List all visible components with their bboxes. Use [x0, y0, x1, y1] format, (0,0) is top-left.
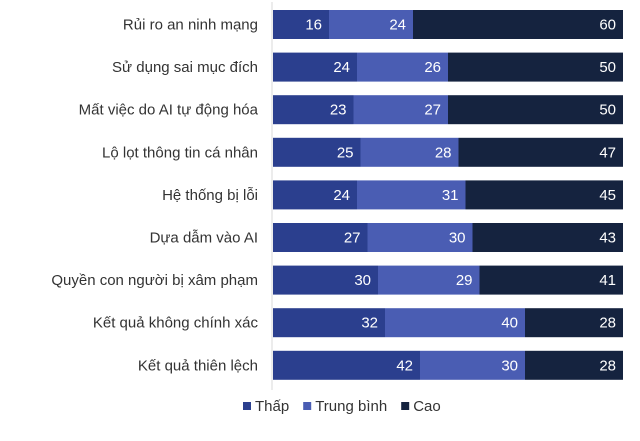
- data-label: 28: [435, 144, 452, 161]
- data-label: 47: [599, 144, 616, 161]
- bar-segment-Cao: [525, 350, 623, 380]
- bar-segment-Cao: [458, 137, 623, 167]
- bar-segment-Cao: [525, 308, 623, 338]
- bar-segment-Cao: [465, 180, 623, 210]
- bar-segment-Thấp: [273, 223, 368, 252]
- bar-segment-Trung bình: [367, 223, 473, 252]
- data-label: 16: [305, 17, 322, 34]
- category-label: Kết quả không chính xác: [93, 315, 259, 332]
- bar-segment-Cao: [413, 10, 623, 39]
- data-label: 31: [442, 187, 459, 204]
- bar-segment-Cao: [448, 52, 623, 82]
- data-label: 23: [330, 102, 347, 119]
- bar-segment-Trung bình: [385, 308, 525, 338]
- category-label: Hệ thống bị lỗi: [162, 187, 258, 204]
- category-label: Lộ lọt thông tin cá nhân: [102, 144, 258, 161]
- bar-segment-Trung bình: [353, 95, 448, 125]
- category-label: Sử dụng sai mục đích: [112, 59, 258, 76]
- bar-segment-Thấp: [273, 180, 357, 210]
- data-label: 30: [501, 357, 518, 374]
- bar-segment-Trung bình: [329, 10, 413, 39]
- data-label: 24: [333, 59, 350, 76]
- data-label: 40: [501, 315, 518, 332]
- bar-segment-Cao: [479, 265, 623, 295]
- data-label: 27: [344, 230, 361, 247]
- legend-swatch: [243, 402, 251, 410]
- category-label: Quyền con người bị xâm phạm: [51, 272, 258, 289]
- data-label: 25: [337, 144, 354, 161]
- legend-label: Trung bình: [315, 398, 387, 415]
- bar-segment-Cao: [448, 95, 623, 125]
- bar-segment-Trung bình: [357, 180, 466, 210]
- legend-label: Cao: [413, 398, 441, 415]
- data-label: 45: [599, 187, 616, 204]
- data-label: 29: [456, 272, 473, 289]
- category-label: Rủi ro an ninh mạng: [123, 17, 258, 34]
- bar-segment-Thấp: [273, 10, 329, 39]
- legend-swatch: [303, 402, 312, 410]
- data-label: 50: [599, 59, 616, 76]
- data-label: 32: [361, 315, 378, 332]
- bar-segment-Trung bình: [360, 137, 459, 167]
- bar-segment-Trung bình: [420, 350, 525, 380]
- legend-label: Thấp: [255, 398, 289, 415]
- bar-segment-Trung bình: [357, 52, 448, 82]
- category-label: Mất việc do AI tự động hóa: [79, 102, 259, 119]
- data-label: 42: [396, 357, 413, 374]
- data-label: 60: [599, 17, 616, 34]
- category-label: Dựa dẫm vào AI: [150, 230, 258, 247]
- data-label: 50: [599, 102, 616, 119]
- bar-segment-Thấp: [273, 350, 420, 380]
- bar-segment-Thấp: [273, 95, 354, 125]
- data-label: 30: [449, 230, 466, 247]
- bar-segment-Thấp: [273, 265, 378, 295]
- bar-segment-Trung bình: [378, 265, 480, 295]
- bar-segment-Cao: [472, 223, 623, 252]
- data-label: 28: [599, 357, 616, 374]
- bar-segment-Thấp: [273, 52, 357, 82]
- data-label: 28: [599, 315, 616, 332]
- data-label: 24: [333, 187, 350, 204]
- data-label: 26: [424, 59, 441, 76]
- data-label: 27: [424, 102, 441, 119]
- data-label: 24: [389, 17, 406, 34]
- bar-segment-Thấp: [273, 137, 361, 167]
- data-label: 43: [599, 230, 616, 247]
- category-label: Kết quả thiên lệch: [138, 357, 258, 374]
- legend-swatch: [401, 402, 410, 410]
- bar-segment-Thấp: [273, 308, 385, 338]
- data-label: 30: [354, 272, 371, 289]
- data-label: 41: [599, 272, 616, 289]
